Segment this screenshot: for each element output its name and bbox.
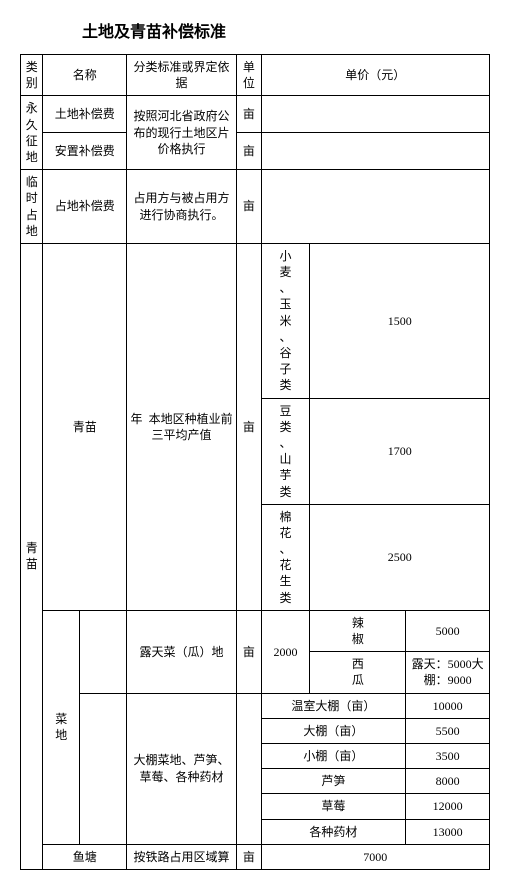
- hdr-basis: 分类标准或界定依据: [127, 55, 237, 96]
- row-occupy-basis: 占用方与被占用方进行协商执行。: [127, 170, 237, 244]
- hdr-price: 单价（元）: [261, 55, 489, 96]
- row-melon-price: 露天：5000大棚：9000: [406, 652, 490, 693]
- row-qingmiao-basis: 年 本地区种植业前三平均产值: [127, 243, 237, 610]
- shed-r1n: 温室大棚（亩）: [261, 693, 406, 718]
- row-caidi-name: 菜地: [43, 610, 80, 844]
- shed-r2n: 大棚（亩）: [261, 718, 406, 743]
- cat-permanent: 永久征地: [21, 96, 43, 170]
- row-shed-spacer: [80, 693, 127, 844]
- shed-r4p: 8000: [406, 769, 490, 794]
- hdr-name: 名称: [43, 55, 127, 96]
- row-occupy-unit: 亩: [237, 170, 261, 244]
- row-openair-spacer: [80, 610, 127, 693]
- shed-r3p: 3500: [406, 743, 490, 768]
- crop1-name: 小麦、玉米、谷子类: [261, 243, 310, 398]
- shed-r6p: 13000: [406, 819, 490, 844]
- row-resettle-name: 安置补偿费: [43, 133, 127, 170]
- shed-r1p: 10000: [406, 693, 490, 718]
- shed-r2p: 5500: [406, 718, 490, 743]
- cat-temporary: 临时占地: [21, 170, 43, 244]
- doc-title: 土地及青苗补偿标准: [82, 18, 490, 42]
- crop2-name: 豆类、山芋类: [261, 398, 310, 504]
- hdr-unit: 单位: [237, 55, 261, 96]
- crop3-name: 棉花、花生类: [261, 504, 310, 610]
- crop2-price: 1700: [310, 398, 490, 504]
- row-shed-basis: 大棚菜地、芦笋、草莓、各种药材: [127, 693, 237, 844]
- row-qingmiao-name: 青苗: [43, 243, 127, 610]
- row-resettle-price: [261, 133, 489, 170]
- shed-r3n: 小棚（亩）: [261, 743, 406, 768]
- shed-r6n: 各种药材: [261, 819, 406, 844]
- shed-r5p: 12000: [406, 794, 490, 819]
- row-landcomp-price: [261, 96, 489, 133]
- row-pond-name: 鱼塘: [43, 844, 127, 869]
- row-openair-unit: 亩: [237, 610, 261, 693]
- hdr-category: 类别: [21, 55, 43, 96]
- shed-r5n: 草莓: [261, 794, 406, 819]
- row-occupy-price: [261, 170, 489, 244]
- row-landcomp-name: 土地补偿费: [43, 96, 127, 133]
- compensation-table: 类别 名称 分类标准或界定依据 单位 单价（元） 永久征地 土地补偿费 按照河北…: [20, 54, 490, 870]
- shed-r4n: 芦笋: [261, 769, 406, 794]
- crop3-price: 2500: [310, 504, 490, 610]
- row-qingmiao-unit: 亩: [237, 243, 261, 610]
- crop1-price: 1500: [310, 243, 490, 398]
- cat-seedling: 青苗: [21, 243, 43, 869]
- row-resettle-unit: 亩: [237, 133, 261, 170]
- row-pond-basis: 按铁路占用区域算: [127, 844, 237, 869]
- row-openair-basis: 露天菜（瓜）地: [127, 610, 237, 693]
- row-pepper-name: 辣椒: [310, 610, 406, 651]
- row-openair-base: 2000: [261, 610, 310, 693]
- row-occupy-name: 占地补偿费: [43, 170, 127, 244]
- row-landcomp-unit: 亩: [237, 96, 261, 133]
- row-melon-name: 西瓜: [310, 652, 406, 693]
- row-pond-unit: 亩: [237, 844, 261, 869]
- row-shed-unit: [237, 693, 261, 844]
- row-pond-price: 7000: [261, 844, 489, 869]
- row-landcomp-basis: 按照河北省政府公布的现行土地区片价格执行: [127, 96, 237, 170]
- row-pepper-price: 5000: [406, 610, 490, 651]
